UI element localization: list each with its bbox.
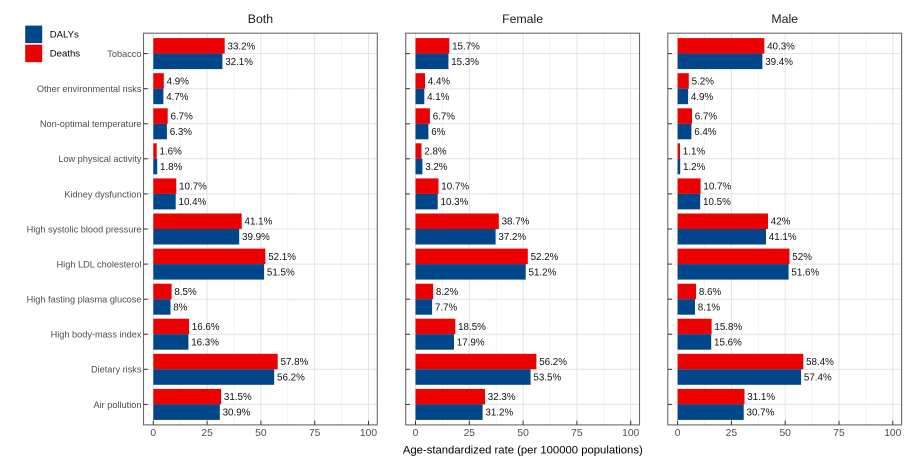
svg-text:32.1%: 32.1%	[225, 57, 253, 68]
svg-text:56.2%: 56.2%	[277, 373, 305, 384]
svg-text:1.2%: 1.2%	[683, 162, 706, 173]
svg-text:16.3%: 16.3%	[191, 338, 219, 349]
svg-text:8.2%: 8.2%	[436, 287, 459, 298]
svg-text:Male: Male	[771, 12, 798, 26]
svg-text:75: 75	[309, 428, 321, 439]
svg-text:16.6%: 16.6%	[192, 322, 220, 333]
svg-text:25: 25	[464, 428, 476, 439]
svg-text:8.5%: 8.5%	[174, 287, 197, 298]
svg-text:100: 100	[622, 428, 639, 439]
svg-text:4.4%: 4.4%	[428, 76, 451, 87]
svg-text:6.7%: 6.7%	[695, 112, 718, 123]
svg-text:50: 50	[779, 428, 791, 439]
svg-text:Deaths: Deaths	[50, 49, 81, 60]
svg-text:8.1%: 8.1%	[698, 302, 721, 313]
svg-text:4.9%: 4.9%	[167, 76, 190, 87]
svg-text:6.4%: 6.4%	[694, 127, 717, 138]
svg-text:2.8%: 2.8%	[424, 147, 447, 158]
svg-text:50: 50	[517, 428, 529, 439]
svg-text:Air pollution: Air pollution	[93, 400, 141, 410]
svg-text:5.2%: 5.2%	[692, 76, 715, 87]
svg-text:6.7%: 6.7%	[433, 112, 456, 123]
svg-text:25: 25	[201, 428, 213, 439]
svg-text:0: 0	[413, 428, 419, 439]
svg-text:51.2%: 51.2%	[529, 267, 557, 278]
svg-text:6.7%: 6.7%	[171, 112, 194, 123]
svg-text:39.4%: 39.4%	[765, 57, 793, 68]
svg-text:4.7%: 4.7%	[166, 92, 189, 103]
svg-text:15.7%: 15.7%	[452, 41, 480, 52]
svg-text:42%: 42%	[771, 217, 791, 228]
svg-text:3.2%: 3.2%	[425, 162, 448, 173]
svg-text:10.7%: 10.7%	[703, 182, 731, 193]
svg-text:75: 75	[571, 428, 583, 439]
svg-text:10.7%: 10.7%	[179, 182, 207, 193]
svg-text:56.2%: 56.2%	[539, 357, 567, 368]
svg-text:40.3%: 40.3%	[767, 41, 795, 52]
svg-text:15.3%: 15.3%	[451, 57, 479, 68]
svg-text:Both: Both	[248, 12, 273, 26]
svg-text:41.1%: 41.1%	[769, 232, 797, 243]
svg-text:41.1%: 41.1%	[245, 217, 273, 228]
svg-text:39.9%: 39.9%	[242, 232, 270, 243]
svg-text:25: 25	[726, 428, 738, 439]
svg-text:15.6%: 15.6%	[714, 338, 742, 349]
svg-text:High LDL cholesterol: High LDL cholesterol	[57, 260, 142, 270]
svg-text:Low physical activity: Low physical activity	[58, 154, 142, 164]
svg-text:Other environmental risks: Other environmental risks	[37, 84, 142, 94]
svg-text:31.1%: 31.1%	[747, 392, 775, 403]
svg-text:High fasting plasma glucose: High fasting plasma glucose	[27, 295, 142, 305]
svg-text:10.5%: 10.5%	[703, 197, 731, 208]
svg-text:31.5%: 31.5%	[224, 392, 252, 403]
svg-text:10.7%: 10.7%	[441, 182, 469, 193]
svg-text:4.1%: 4.1%	[427, 92, 450, 103]
svg-text:30.9%: 30.9%	[223, 408, 251, 419]
svg-text:52.2%: 52.2%	[531, 252, 559, 263]
svg-text:17.9%: 17.9%	[457, 338, 485, 349]
svg-text:Tobacco: Tobacco	[107, 49, 141, 59]
svg-text:6%: 6%	[431, 127, 445, 138]
svg-text:6.3%: 6.3%	[170, 127, 193, 138]
svg-text:52%: 52%	[792, 252, 812, 263]
svg-text:15.8%: 15.8%	[714, 322, 742, 333]
svg-text:4.9%: 4.9%	[691, 92, 714, 103]
svg-text:1.8%: 1.8%	[160, 162, 183, 173]
svg-text:100: 100	[360, 428, 377, 439]
svg-text:58.4%: 58.4%	[806, 357, 834, 368]
svg-text:37.2%: 37.2%	[498, 232, 526, 243]
svg-text:53.5%: 53.5%	[533, 373, 561, 384]
svg-text:51.6%: 51.6%	[791, 267, 819, 278]
svg-text:50: 50	[255, 428, 267, 439]
svg-text:0: 0	[150, 428, 156, 439]
svg-text:Kidney dysfunction: Kidney dysfunction	[64, 189, 141, 199]
svg-text:52.1%: 52.1%	[268, 252, 296, 263]
svg-text:10.4%: 10.4%	[179, 197, 207, 208]
svg-text:57.8%: 57.8%	[281, 357, 309, 368]
svg-text:8.6%: 8.6%	[699, 287, 722, 298]
svg-text:DALYs: DALYs	[50, 30, 79, 41]
svg-text:38.7%: 38.7%	[502, 217, 530, 228]
svg-text:10.3%: 10.3%	[441, 197, 469, 208]
svg-text:High body-mass index: High body-mass index	[51, 330, 142, 340]
svg-text:57.4%: 57.4%	[804, 373, 832, 384]
svg-text:51.5%: 51.5%	[267, 267, 295, 278]
svg-text:Female: Female	[502, 12, 543, 26]
svg-text:Age-standardized rate (per 100: Age-standardized rate (per 100000 popula…	[403, 445, 643, 457]
svg-text:1.1%: 1.1%	[683, 147, 706, 158]
svg-text:100: 100	[884, 428, 901, 439]
svg-text:0: 0	[675, 428, 681, 439]
svg-text:30.7%: 30.7%	[747, 408, 775, 419]
svg-text:18.5%: 18.5%	[458, 322, 486, 333]
svg-text:Non-optimal temperature: Non-optimal temperature	[40, 119, 142, 129]
svg-text:1.6%: 1.6%	[160, 147, 183, 158]
svg-text:33.2%: 33.2%	[228, 41, 256, 52]
svg-text:7.7%: 7.7%	[435, 302, 458, 313]
svg-text:Dietary risks: Dietary risks	[91, 365, 142, 375]
svg-text:32.3%: 32.3%	[488, 392, 516, 403]
svg-text:8%: 8%	[173, 302, 187, 313]
svg-text:High systolic blood pressure: High systolic blood pressure	[27, 224, 142, 234]
svg-text:75: 75	[833, 428, 845, 439]
svg-text:31.2%: 31.2%	[485, 408, 513, 419]
